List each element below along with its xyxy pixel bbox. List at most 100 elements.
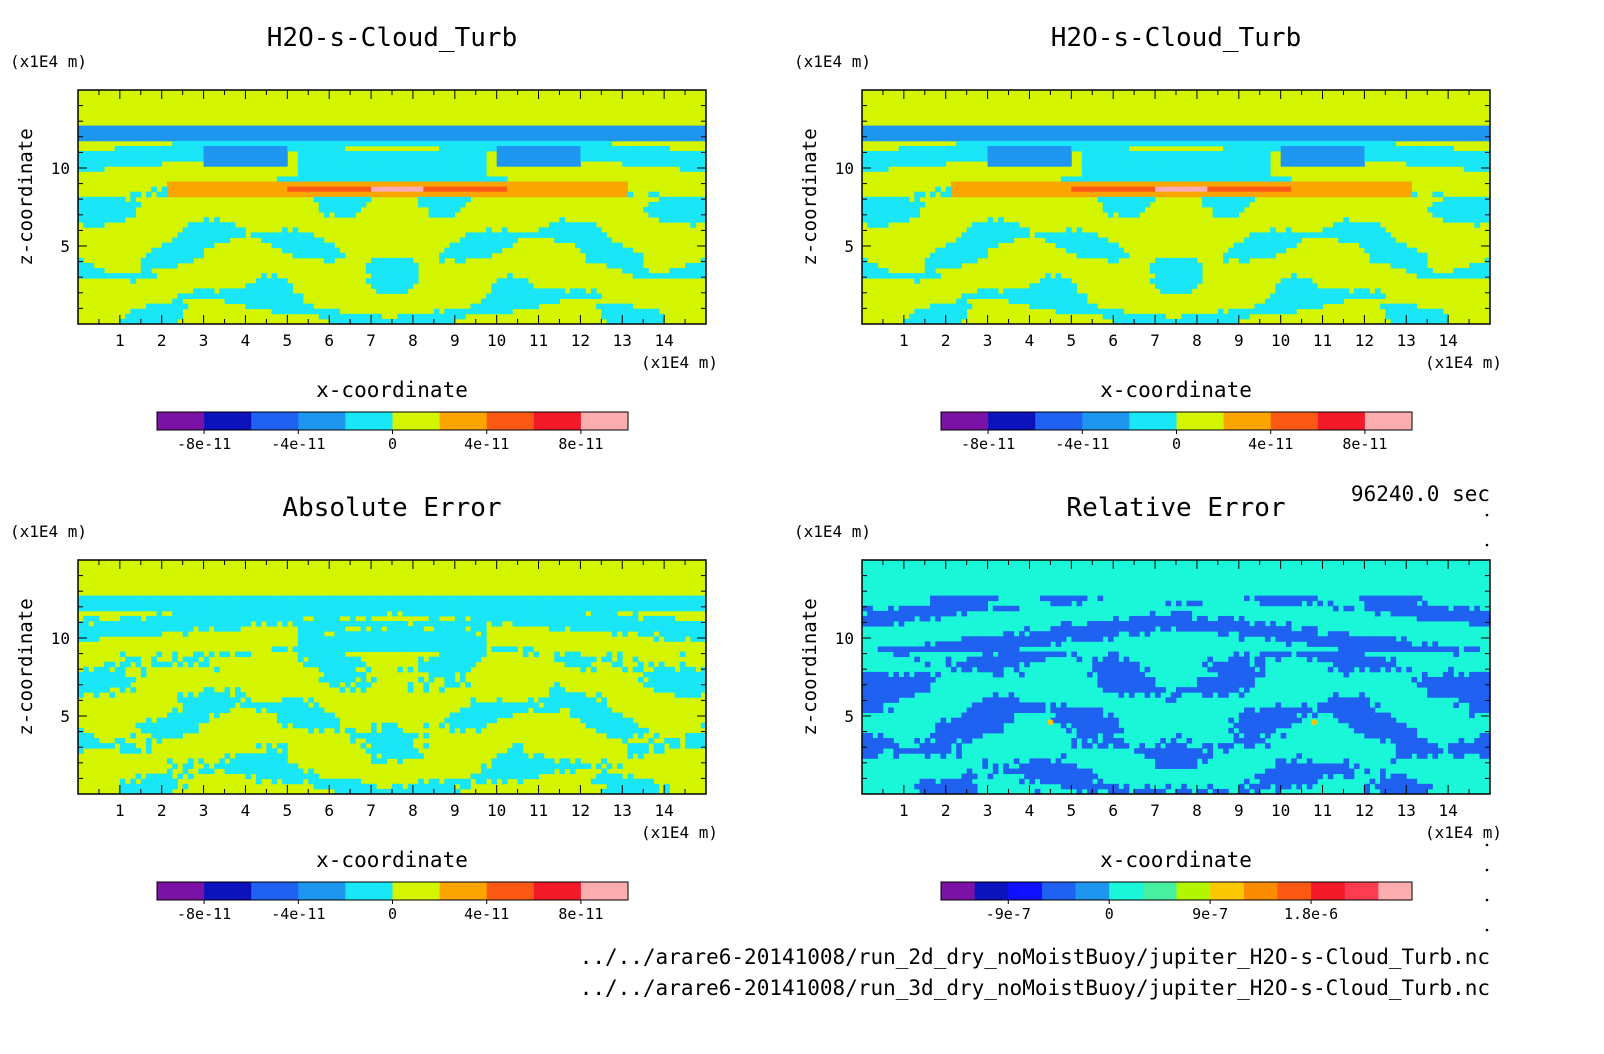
heatmap-cell bbox=[130, 156, 136, 162]
heatmap-cell bbox=[559, 130, 566, 137]
heatmap-cell bbox=[177, 237, 184, 244]
heatmap-cell bbox=[1149, 313, 1156, 320]
heatmap-cell bbox=[1196, 318, 1203, 325]
colorbar-swatch bbox=[1270, 412, 1319, 430]
heatmap-cell bbox=[119, 201, 126, 208]
heatmap-cell bbox=[240, 227, 246, 233]
heatmap-cell bbox=[1202, 161, 1208, 167]
heatmap-cell bbox=[480, 232, 487, 238]
heatmap-cell bbox=[1118, 191, 1125, 198]
heatmap-cell bbox=[88, 161, 95, 167]
heatmap-cell bbox=[214, 145, 220, 152]
heatmap-cell bbox=[104, 677, 110, 683]
heatmap-cell bbox=[1003, 130, 1009, 137]
heatmap-cell bbox=[643, 135, 649, 142]
heatmap-cell bbox=[339, 186, 346, 193]
heatmap-cell bbox=[1055, 237, 1062, 244]
heatmap-cell bbox=[1191, 135, 1198, 142]
heatmap-cell bbox=[1484, 273, 1491, 279]
heatmap-cell bbox=[78, 268, 84, 274]
heatmap-cell bbox=[329, 196, 335, 203]
heatmap-cell bbox=[1280, 191, 1287, 198]
heatmap-cell bbox=[1097, 151, 1104, 157]
heatmap-cell bbox=[119, 738, 126, 744]
heatmap-cell bbox=[418, 161, 424, 167]
heatmap-cell bbox=[496, 278, 503, 284]
heatmap-cell bbox=[1306, 283, 1313, 289]
heatmap-cell bbox=[172, 621, 178, 627]
heatmap-cell bbox=[135, 130, 142, 137]
heatmap-cell bbox=[1003, 232, 1009, 238]
heatmap-cell bbox=[590, 222, 597, 228]
heatmap-cell bbox=[287, 308, 293, 315]
heatmap-cell bbox=[1416, 151, 1423, 157]
heatmap-cell bbox=[1223, 212, 1229, 218]
heatmap-cell bbox=[877, 268, 884, 274]
heatmap-cell bbox=[208, 181, 215, 188]
heatmap-cell bbox=[1401, 247, 1407, 254]
heatmap-cell bbox=[1066, 242, 1072, 249]
heatmap-cell bbox=[177, 135, 184, 142]
heatmap-cell bbox=[1322, 293, 1329, 299]
heatmap-cell bbox=[1270, 252, 1276, 259]
heatmap-cell bbox=[303, 166, 309, 172]
heatmap-cell bbox=[465, 237, 471, 244]
heatmap-cell bbox=[971, 181, 978, 188]
heatmap-cell bbox=[1238, 145, 1245, 152]
heatmap-cell bbox=[1348, 145, 1355, 152]
heatmap-cell bbox=[1097, 181, 1104, 188]
heatmap-cell bbox=[606, 145, 613, 152]
heatmap-cell bbox=[637, 252, 644, 259]
heatmap-cell bbox=[365, 196, 372, 203]
heatmap-cell bbox=[512, 232, 518, 238]
heatmap-cell bbox=[350, 196, 356, 203]
heatmap-cell bbox=[1013, 156, 1020, 162]
heatmap-cell bbox=[93, 201, 100, 208]
heatmap-cell bbox=[664, 196, 670, 203]
heatmap-cell bbox=[1343, 288, 1350, 294]
heatmap-cell bbox=[172, 298, 178, 305]
heatmap-cell bbox=[1411, 135, 1418, 142]
heatmap-cell bbox=[617, 125, 623, 132]
heatmap-cell bbox=[182, 707, 189, 714]
heatmap-cell bbox=[140, 621, 147, 627]
heatmap-cell bbox=[402, 130, 409, 137]
heatmap-cell bbox=[549, 288, 555, 294]
heatmap-cell bbox=[240, 298, 246, 305]
heatmap-cell bbox=[245, 125, 252, 132]
heatmap-cell bbox=[1437, 273, 1444, 279]
heatmap-cell bbox=[376, 171, 382, 177]
heatmap-cell bbox=[961, 145, 968, 152]
heatmap-cell bbox=[1244, 156, 1250, 162]
heatmap-cell bbox=[1165, 181, 1172, 188]
heatmap-cell bbox=[182, 125, 189, 132]
heatmap-cell bbox=[1406, 125, 1412, 132]
colorbar-tick-label: 4e-11 bbox=[1248, 435, 1293, 453]
heatmap-cell bbox=[919, 151, 926, 157]
heatmap-cell bbox=[569, 288, 576, 294]
heatmap-cell bbox=[1238, 176, 1245, 182]
heatmap-cell bbox=[501, 181, 508, 188]
heatmap-cell bbox=[528, 298, 534, 305]
heatmap-cell bbox=[543, 135, 550, 142]
heatmap-cell bbox=[1165, 278, 1172, 284]
heatmap-cell bbox=[872, 156, 879, 162]
heatmap-cell bbox=[235, 151, 241, 157]
heatmap-cell bbox=[1050, 186, 1057, 193]
heatmap-cell bbox=[914, 318, 920, 325]
heatmap-cell bbox=[1359, 222, 1365, 228]
heatmap-cell bbox=[376, 278, 382, 284]
heatmap-cell bbox=[596, 186, 602, 193]
heatmap-cell bbox=[961, 303, 968, 310]
heatmap-cell bbox=[617, 262, 623, 269]
heatmap-cell bbox=[418, 140, 424, 147]
heatmap-cell bbox=[690, 262, 696, 269]
colorbar-swatch bbox=[941, 412, 989, 430]
heatmap-cell bbox=[318, 161, 325, 167]
heatmap-cell bbox=[909, 201, 915, 208]
heatmap-cell bbox=[449, 313, 456, 320]
heatmap-cell bbox=[1484, 268, 1491, 274]
heatmap-cell bbox=[1458, 207, 1465, 213]
heatmap-cell bbox=[412, 186, 419, 193]
heatmap-cell bbox=[924, 161, 931, 167]
